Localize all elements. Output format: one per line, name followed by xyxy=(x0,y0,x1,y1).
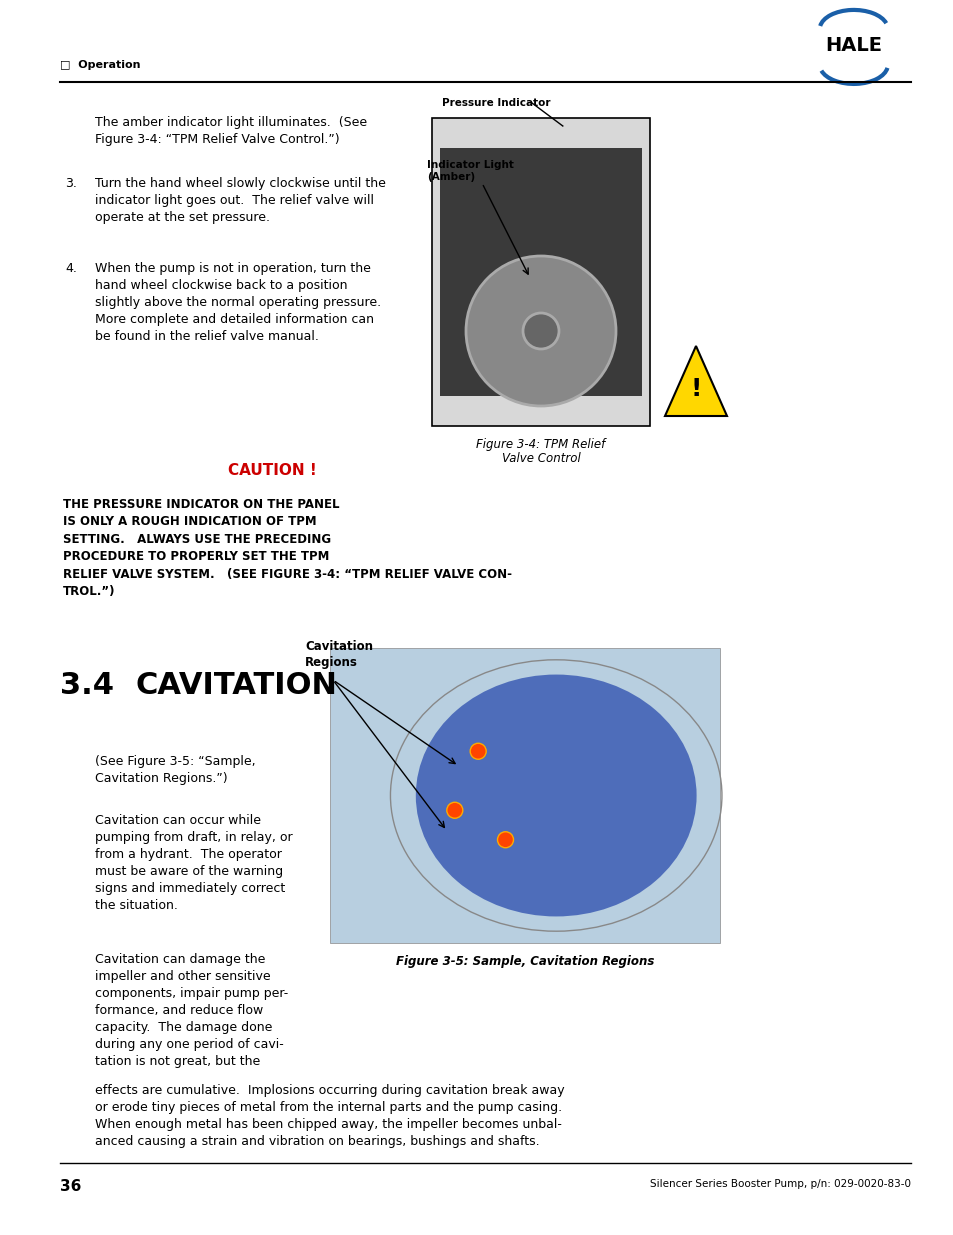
Text: Figure 3-4: TPM Relief: Figure 3-4: TPM Relief xyxy=(476,438,605,451)
Circle shape xyxy=(465,256,616,406)
Text: CAVITATION: CAVITATION xyxy=(135,671,336,699)
Text: Figure 3-5: Sample, Cavitation Regions: Figure 3-5: Sample, Cavitation Regions xyxy=(395,955,654,968)
Text: Turn the hand wheel slowly clockwise until the
indicator light goes out.  The re: Turn the hand wheel slowly clockwise unt… xyxy=(95,177,386,224)
Text: The amber indicator light illuminates.  (See
Figure 3-4: “TPM Relief Valve Contr: The amber indicator light illuminates. (… xyxy=(95,116,367,146)
Text: THE PRESSURE INDICATOR ON THE PANEL
IS ONLY A ROUGH INDICATION OF TPM
SETTING.  : THE PRESSURE INDICATOR ON THE PANEL IS O… xyxy=(63,498,512,598)
Circle shape xyxy=(470,743,486,760)
Text: 4.: 4. xyxy=(65,262,77,275)
Text: 3.4: 3.4 xyxy=(60,671,114,699)
Text: effects are cumulative.  Implosions occurring during cavitation break away
or er: effects are cumulative. Implosions occur… xyxy=(95,1084,564,1149)
FancyBboxPatch shape xyxy=(439,148,641,396)
Text: 36: 36 xyxy=(60,1179,81,1194)
Text: CAUTION !: CAUTION ! xyxy=(227,463,316,478)
Text: (See Figure 3-5: “Sample,
Cavitation Regions.”): (See Figure 3-5: “Sample, Cavitation Reg… xyxy=(95,755,255,784)
Text: 3.: 3. xyxy=(65,177,77,190)
Text: Cavitation
Regions: Cavitation Regions xyxy=(305,640,373,669)
Circle shape xyxy=(522,312,558,350)
Ellipse shape xyxy=(416,674,696,916)
Text: HALE: HALE xyxy=(824,36,882,54)
Text: Cavitation can occur while
pumping from draft, in relay, or
from a hydrant.  The: Cavitation can occur while pumping from … xyxy=(95,814,293,911)
FancyBboxPatch shape xyxy=(330,648,720,944)
Text: Cavitation can damage the
impeller and other sensitive
components, impair pump p: Cavitation can damage the impeller and o… xyxy=(95,953,289,1068)
Circle shape xyxy=(446,803,462,819)
FancyBboxPatch shape xyxy=(432,119,649,426)
Text: When the pump is not in operation, turn the
hand wheel clockwise back to a posit: When the pump is not in operation, turn … xyxy=(95,262,381,343)
Circle shape xyxy=(497,831,513,847)
Text: !: ! xyxy=(690,378,701,401)
Text: Indicator Light
(Amber): Indicator Light (Amber) xyxy=(427,161,514,182)
Text: □  Operation: □ Operation xyxy=(60,61,140,70)
Text: Pressure Indicator: Pressure Indicator xyxy=(441,98,550,107)
Text: Valve Control: Valve Control xyxy=(501,452,579,466)
Polygon shape xyxy=(664,346,726,416)
Text: Silencer Series Booster Pump, p/n: 029-0020-83-0: Silencer Series Booster Pump, p/n: 029-0… xyxy=(649,1179,910,1189)
